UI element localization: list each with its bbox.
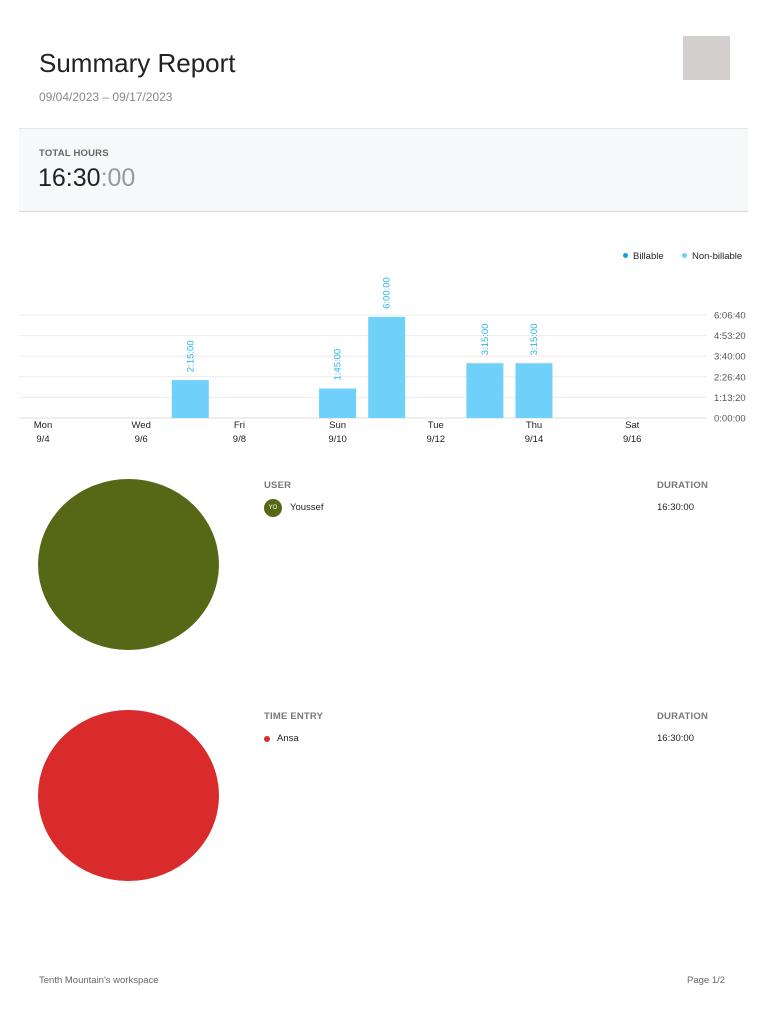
bar — [368, 316, 406, 418]
x-tick-day-label: Mon — [34, 420, 52, 431]
non-billable-dot-icon — [682, 252, 687, 258]
legend-billable: Billable — [623, 251, 664, 262]
user-duration-column-header: DURATION — [657, 480, 709, 491]
x-tick-date-label: 9/14 — [525, 434, 544, 445]
total-hours-panel: TOTAL HOURS 16:30:00 — [19, 128, 748, 212]
legend-billable-label: Billable — [633, 251, 664, 262]
bar-data-label: 3:15:00 — [529, 324, 540, 356]
user-pie-chart — [38, 479, 219, 650]
x-tick-day-label: Wed — [132, 420, 151, 431]
bar-data-label: 1:45:00 — [333, 349, 344, 381]
x-tick-date-label: 9/16 — [623, 434, 642, 445]
bar — [466, 363, 504, 418]
x-tick-date-label: 9/12 — [427, 434, 446, 445]
legend-non-billable-label: Non-billable — [692, 251, 743, 262]
x-tick-day-label: Sat — [625, 420, 640, 431]
bar — [171, 380, 209, 418]
time-entry-column-header: TIME ENTRY — [264, 711, 324, 722]
time-entry-duration: 16:30:00 — [657, 733, 694, 744]
bar-data-label: 6:00:00 — [382, 277, 393, 309]
total-hours-seconds: :00 — [100, 164, 136, 192]
entry-duration-column-header: DURATION — [657, 711, 709, 722]
x-tick-date-label: 9/4 — [36, 434, 49, 445]
time-entry-name: Ansa — [277, 733, 299, 744]
y-tick-label: 2:26:40 — [714, 372, 746, 383]
time-entry-pie-chart — [38, 710, 219, 881]
workspace-name: Tenth Mountain's workspace — [39, 975, 159, 986]
user-column-header: USER — [264, 480, 292, 491]
legend-non-billable: Non-billable — [682, 251, 742, 262]
x-tick-day-label: Fri — [234, 420, 245, 431]
date-range: 09/04/2023 – 09/17/2023 — [39, 90, 173, 104]
daily-hours-bar-chart: 0:00:00 1:13:20 2:26:40 3:40:00 4:53:20 6:06:… — [19, 277, 746, 445]
bar — [515, 363, 553, 418]
x-tick-day-label: Sun — [329, 420, 346, 431]
y-tick-label: 6:06:40 — [714, 311, 746, 322]
x-tick-date-label: 9/8 — [233, 434, 246, 445]
bar-data-label: 3:15:00 — [480, 324, 491, 356]
workspace-logo — [683, 36, 730, 80]
y-tick-label: 1:13:20 — [714, 393, 746, 404]
x-tick-day-label: Thu — [526, 420, 542, 431]
bar-data-label: 2:15:00 — [185, 340, 196, 372]
total-hours-main: 16:30 — [38, 164, 101, 192]
report-title: Summary Report — [39, 48, 236, 78]
x-tick-date-label: 9/10 — [328, 434, 347, 445]
total-hours-label: TOTAL HOURS — [39, 148, 109, 159]
page-number: Page 1/2 — [687, 975, 726, 986]
x-tick-date-label: 9/6 — [135, 434, 148, 445]
entry-color-dot-icon — [264, 736, 270, 742]
avatar: YO — [264, 499, 282, 517]
bar — [319, 388, 357, 418]
user-duration: 16:30:00 — [657, 502, 694, 513]
billable-dot-icon — [623, 252, 628, 258]
y-tick-label: 4:53:20 — [714, 331, 746, 342]
total-hours-value: 16:30:00 — [38, 164, 135, 193]
x-tick-day-label: Tue — [428, 420, 444, 431]
y-tick-label: 3:40:00 — [714, 352, 746, 363]
user-name: Youssef — [290, 502, 324, 513]
y-tick-label: 0:00:00 — [714, 414, 746, 425]
